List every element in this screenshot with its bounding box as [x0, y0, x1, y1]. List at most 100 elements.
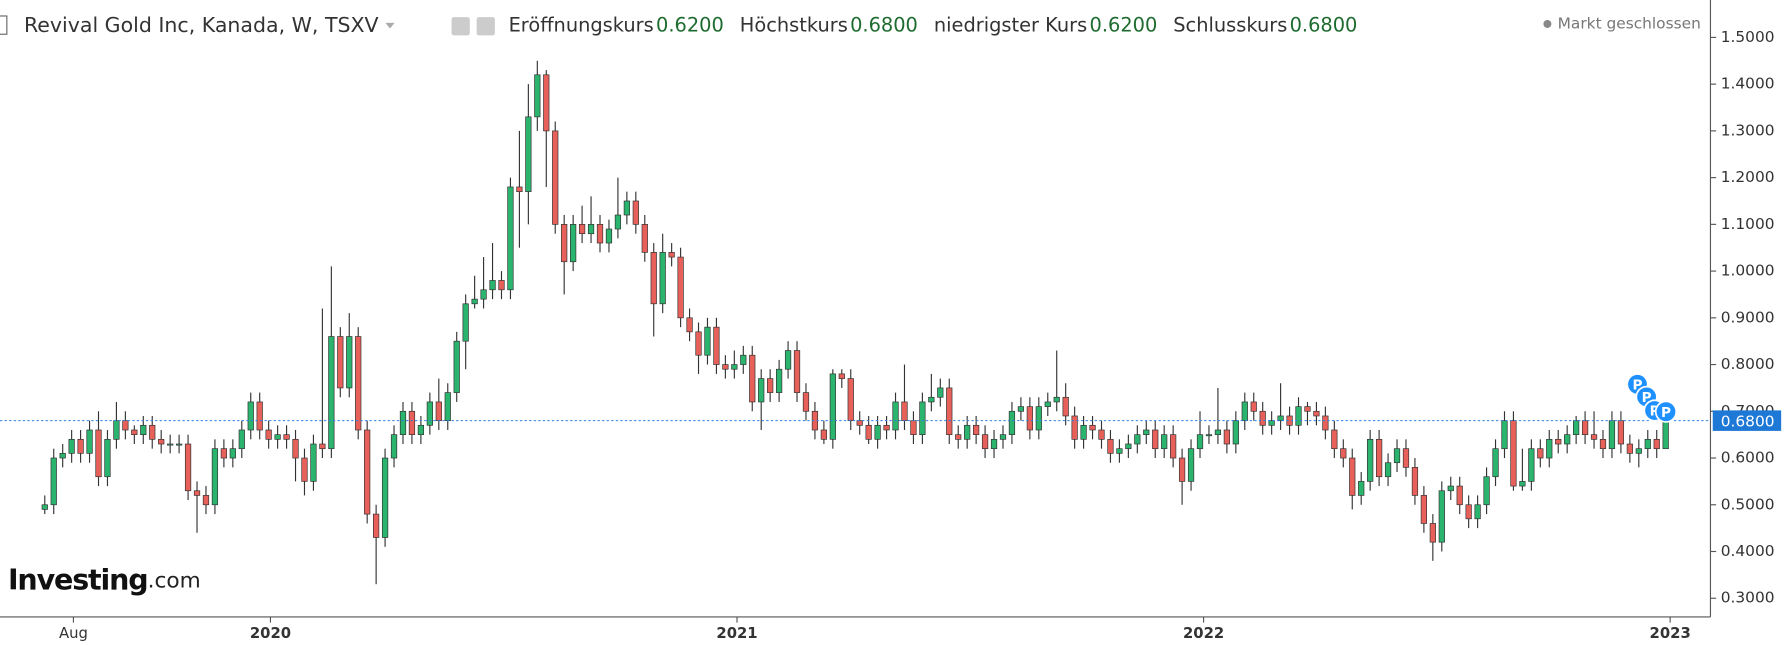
candle-body: [767, 378, 774, 393]
candle-body: [274, 434, 281, 440]
candle-body: [140, 424, 147, 436]
brand-suffix: .com: [148, 569, 201, 594]
candle-body: [1268, 420, 1275, 426]
y-tick-label: 1.0000: [1721, 262, 1775, 280]
quote-value: 0.6200: [1090, 14, 1158, 37]
x-tick-label: 2020: [250, 625, 291, 642]
y-tick-label: 1.5000: [1721, 28, 1775, 46]
candle-body: [1474, 504, 1481, 520]
candle-body: [1304, 406, 1311, 412]
candle-body: [999, 434, 1007, 440]
candle-body: [1564, 434, 1571, 445]
candle-body: [444, 392, 451, 421]
candle-body: [883, 424, 890, 431]
candle-body: [901, 401, 908, 421]
candle-body: [355, 336, 362, 431]
y-tick-label: 0.5000: [1721, 495, 1775, 513]
candle-body: [1232, 420, 1239, 445]
candle-body: [283, 434, 290, 440]
candle-body: [373, 513, 380, 538]
candle-body: [417, 424, 425, 436]
candle-body: [1438, 490, 1445, 543]
candle-body: [758, 378, 765, 403]
candle-body: [1599, 438, 1607, 450]
y-tick-label: 1.4000: [1721, 75, 1775, 93]
event-label[interactable]: P: [1650, 404, 1660, 420]
candle-body: [435, 401, 442, 421]
candle-body: [928, 396, 935, 403]
status-dot: [1543, 19, 1552, 28]
candle-body: [981, 434, 989, 450]
candle-body: [381, 457, 389, 538]
candle-body: [650, 252, 657, 305]
candle-body: [149, 424, 156, 440]
candle-body: [238, 429, 245, 450]
dropdown-caret[interactable]: [385, 22, 395, 29]
candle-body: [167, 443, 174, 446]
event-label[interactable]: P: [1632, 377, 1642, 393]
candle-body: [1017, 406, 1025, 412]
candle-body: [247, 401, 254, 431]
candle-body: [507, 186, 514, 291]
event-marker: [1654, 400, 1678, 423]
candle-body: [1187, 448, 1195, 482]
candle-body: [1528, 448, 1535, 482]
candle-body: [453, 340, 460, 393]
menu-icon[interactable]: [0, 15, 8, 35]
candle-body: [1259, 410, 1266, 426]
candle-body: [1205, 434, 1213, 437]
candle-body: [578, 224, 586, 235]
candle-body: [704, 326, 711, 356]
candle-body: [1653, 438, 1660, 450]
candle-body: [1062, 396, 1069, 417]
candle-body: [910, 420, 917, 436]
candle-body: [1161, 434, 1168, 450]
candle-body: [77, 438, 84, 454]
candle-body: [1313, 410, 1320, 417]
candle-body: [1358, 481, 1365, 496]
candle-body: [390, 434, 398, 459]
candle-body: [95, 429, 102, 478]
candle-body: [570, 224, 577, 263]
candle-body: [346, 336, 353, 389]
candle-body: [596, 224, 604, 244]
candle-body: [1456, 485, 1463, 506]
candle-body: [587, 224, 595, 235]
candle-body: [1519, 481, 1526, 487]
candle-body: [462, 303, 469, 342]
candle-body: [319, 443, 326, 450]
candle-body: [1420, 495, 1428, 524]
candle-body: [614, 214, 622, 230]
candle-body: [874, 424, 881, 440]
quote-value: 0.6800: [1290, 14, 1358, 37]
plot: [41, 60, 1669, 585]
candle-body: [1071, 415, 1078, 440]
candle-body: [1295, 406, 1302, 426]
y-tick-label: 1.1000: [1721, 215, 1775, 233]
candle-body: [856, 420, 863, 426]
candle-body: [202, 495, 210, 506]
event-label[interactable]: P: [1642, 390, 1652, 406]
candle-body: [1617, 420, 1625, 445]
candle-body: [489, 280, 496, 291]
candle-body: [292, 438, 299, 459]
candle-body: [310, 443, 317, 482]
candle-body: [1214, 429, 1222, 436]
candle-body: [1375, 438, 1383, 478]
candle-body: [1331, 429, 1338, 450]
candle-body: [749, 354, 756, 403]
candle-body: [1340, 448, 1347, 459]
settings-icon[interactable]: [476, 17, 495, 36]
candle-body: [1447, 485, 1454, 492]
candle-body: [220, 448, 228, 459]
event-label[interactable]: P: [1661, 405, 1671, 421]
candle-body: [122, 420, 129, 431]
candle-body: [184, 443, 192, 492]
candle-body: [1035, 406, 1042, 431]
candle-body: [113, 420, 120, 440]
quote-label: niedrigster Kurs: [934, 14, 1087, 37]
candle-body: [193, 490, 201, 496]
candle-body: [552, 130, 559, 225]
eye-icon[interactable]: [451, 17, 470, 36]
